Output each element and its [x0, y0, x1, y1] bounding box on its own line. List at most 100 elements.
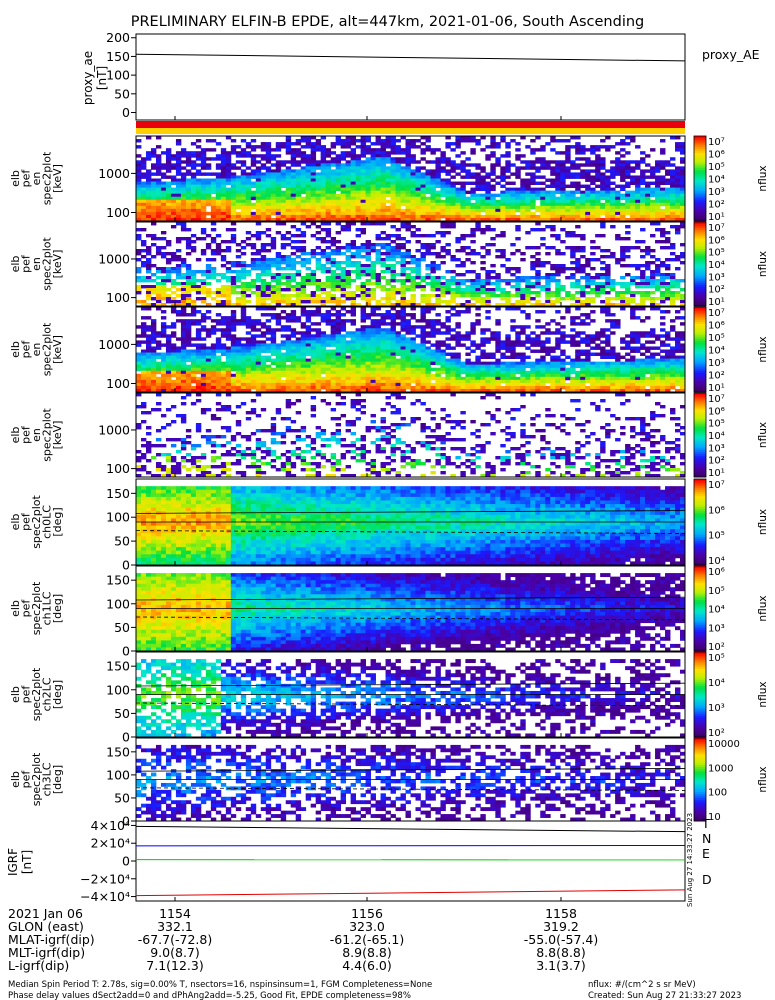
y-tick-label: 50: [114, 620, 130, 635]
igrf-panel: [135, 820, 686, 902]
y-axis-label-line: ch3LC: [41, 762, 54, 796]
y-axis-label-line: spec2plot: [41, 322, 54, 376]
y-axis-label-line: spec2plot: [41, 237, 54, 291]
spectrogram-pa_ch1: [136, 573, 686, 652]
colorbar-tick-label: 10⁷: [708, 137, 725, 148]
footer-row-label: MLAT-igrf(dip): [8, 932, 95, 947]
y-axis-label-line: pef: [20, 425, 33, 444]
y-tick-label: 100: [106, 767, 130, 782]
spectrogram-spec_en_4: [136, 393, 686, 478]
igrf-line-T: [135, 825, 686, 833]
y-axis-label-line: elb: [9, 256, 22, 273]
y-axis-label: IGRF [nT]: [6, 848, 34, 876]
footer-row-label: MLT-igrf(dip): [8, 945, 85, 960]
colorbar-label-text: nflux: [757, 509, 769, 535]
y-tick-label: 100: [106, 682, 130, 697]
y-axis-label-line: IGRF: [6, 848, 20, 876]
panel-frame: [135, 392, 686, 478]
colorbar-label-text: nflux: [757, 165, 769, 191]
colorbar-tick-label: 10⁴: [708, 175, 725, 186]
y-tick-label: 150: [106, 744, 130, 759]
proxy-ae-legend: proxy_AE: [702, 47, 760, 62]
y-axis-label-line: [nT]: [95, 66, 109, 90]
y-tick-label: 100: [106, 290, 130, 305]
footer-note-1: Median Spin Period T: 2.78s, sig=0.00% T…: [8, 980, 432, 990]
colorbar-label-text: nflux: [757, 766, 769, 792]
y-tick-label: 0: [122, 854, 130, 869]
anti-loss-cone-line: [135, 530, 686, 534]
loss-cone-line: [135, 768, 686, 772]
colorbar-tick-label: 10¹: [708, 468, 725, 479]
y-axis-label-line: en: [30, 428, 43, 442]
colorbar-tick-label: 10⁴: [708, 605, 725, 616]
colorbar-label: nflux: [757, 251, 769, 277]
y-tick-label: 150: [106, 49, 130, 64]
spectrogram-spec_en_2: [136, 222, 686, 307]
colorbar-tick-label: 10⁵: [708, 653, 725, 664]
x-tick-label: 1154: [159, 906, 191, 921]
y-axis-label-line: elb: [9, 771, 22, 788]
y-tick-label: 1000: [98, 422, 130, 437]
colorbar-label-text: nflux: [757, 251, 769, 277]
colorbar-tick-label: 10³: [708, 272, 725, 283]
colorbar-frame: [693, 221, 707, 307]
y-tick-label: 100: [106, 461, 130, 476]
anti-loss-cone-line: [135, 787, 686, 791]
y-axis-label-line: pef: [20, 340, 33, 359]
y-axis-label-line: spec2plot: [30, 581, 43, 635]
y-axis-label-line: [deg]: [51, 680, 64, 709]
colorbar-tick-label: 10²: [708, 456, 725, 467]
colorbar-tick-label: 10⁴: [708, 260, 725, 271]
spectrogram-pa_ch2: [136, 659, 686, 738]
y-tick-label: 0: [122, 558, 130, 573]
y-axis-label-line: en: [30, 257, 43, 271]
colorbar-tick-label: 10³: [708, 623, 725, 634]
y-tick-label: 100: [106, 205, 130, 220]
colorbar-pa_ch0: [693, 478, 707, 566]
y-tick-label: 100: [106, 68, 130, 83]
y-axis-label-line: [nT]: [20, 850, 34, 874]
y-axis-label-line: proxy_ae: [81, 51, 95, 105]
colorbar-tick-label: 10⁶: [708, 321, 725, 332]
colorbar-tick-label: 10⁶: [708, 567, 725, 578]
y-axis-label-line: en: [30, 343, 43, 357]
y-tick-label: 150: [106, 659, 130, 674]
y-axis-label-line: pef: [20, 685, 33, 704]
footer-row-label: L-igrf(dip): [8, 958, 69, 973]
y-axis-label-line: pef: [20, 770, 33, 789]
colorbar-label-text: nflux: [757, 595, 769, 621]
x-tick-label: 1156: [351, 906, 383, 921]
colorbar-label-text: nflux: [757, 422, 769, 448]
footer-row-value: -61.2(-65.1): [330, 932, 404, 947]
proxy-ae-panel: [135, 33, 686, 121]
colorbar-tick-label: 10⁷: [708, 223, 725, 234]
y-tick-label: 4×10⁴: [91, 818, 130, 833]
colorbar-label: nflux: [757, 681, 769, 707]
y-tick-label: 50: [114, 86, 130, 101]
colorbar-tick-label: 10⁷: [708, 308, 725, 319]
y-axis-label-line: ch1LC: [41, 591, 54, 625]
y-axis-label-line: ch0LC: [41, 505, 54, 539]
loss-cone-line: [135, 596, 686, 601]
colorbar-tick-label: 10⁷: [708, 480, 725, 491]
y-tick-label: 1000: [98, 251, 130, 266]
footer-units: nflux: #/(cm^2 s sr MeV): [588, 980, 696, 990]
footer-date-label: 2021 Jan 06: [8, 906, 83, 921]
footer-row-value: 7.1(12.3): [146, 958, 203, 973]
colorbar-tick-label: 10²: [708, 371, 725, 382]
y-axis-label-line: spec2plot: [30, 667, 43, 721]
colorbar-frame: [693, 306, 707, 393]
colorbar-frame: [693, 392, 707, 478]
colorbar-label: nflux: [757, 422, 769, 448]
y-tick-label: 0: [122, 105, 130, 120]
y-tick-label: 50: [114, 534, 130, 549]
y-tick-label: 1000: [98, 337, 130, 352]
y-axis-label-line: en: [30, 172, 43, 186]
igrf-legend-N: N: [702, 831, 711, 846]
colorbar-frame: [693, 565, 707, 652]
